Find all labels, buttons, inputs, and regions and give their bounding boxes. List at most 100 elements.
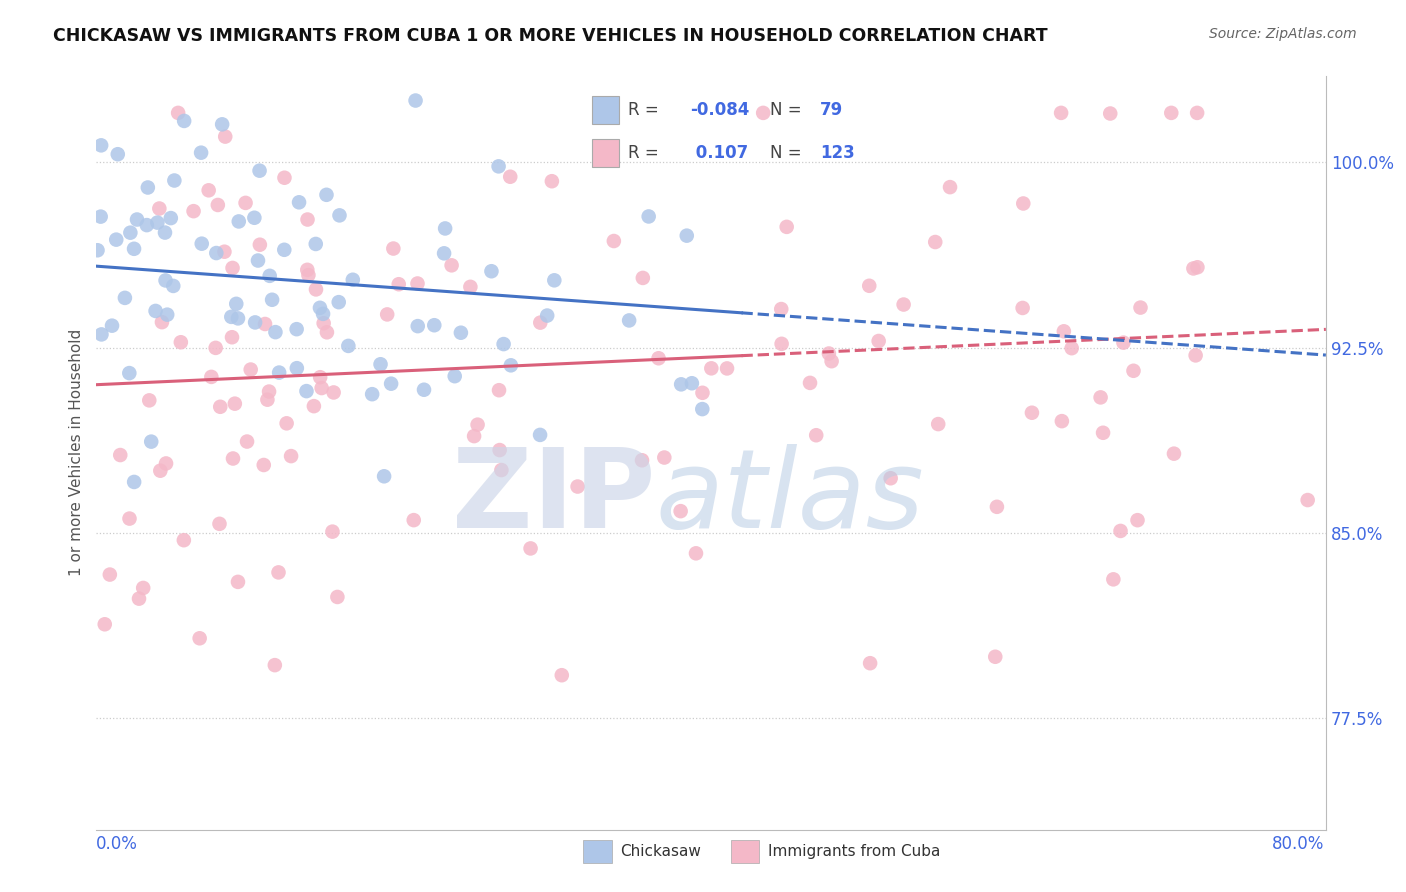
Point xyxy=(90,210,112,224)
Point xyxy=(226,574,249,589)
Point xyxy=(214,129,236,144)
Point xyxy=(269,366,291,380)
Text: -0.084: -0.084 xyxy=(690,101,749,119)
Point xyxy=(141,434,163,449)
Point xyxy=(221,260,243,275)
Text: R =: R = xyxy=(627,101,664,119)
Point xyxy=(1163,447,1185,461)
Text: CHICKASAW VS IMMIGRANTS FROM CUBA 1 OR MORE VEHICLES IN HOUSEHOLD CORRELATION CH: CHICKASAW VS IMMIGRANTS FROM CUBA 1 OR M… xyxy=(53,27,1047,45)
Point xyxy=(236,434,259,449)
Point xyxy=(647,351,669,366)
Point xyxy=(98,567,121,582)
Point xyxy=(197,183,219,197)
Point xyxy=(246,253,269,268)
Point xyxy=(312,307,335,321)
Point xyxy=(541,174,564,188)
Point xyxy=(280,449,302,463)
Point xyxy=(380,376,402,391)
Text: 0.0%: 0.0% xyxy=(96,835,138,853)
Point xyxy=(273,170,295,185)
Point xyxy=(125,212,148,227)
Point xyxy=(939,180,962,194)
Point xyxy=(239,362,262,376)
Point xyxy=(118,511,141,525)
Point xyxy=(799,376,821,390)
Point xyxy=(423,318,446,333)
Point xyxy=(86,244,108,258)
Point xyxy=(1185,106,1208,120)
Point xyxy=(222,451,245,466)
Point xyxy=(1099,106,1122,120)
Point xyxy=(685,546,707,560)
Point xyxy=(110,448,132,462)
Point xyxy=(488,443,510,458)
Point xyxy=(488,160,510,174)
Point xyxy=(328,295,350,310)
Point xyxy=(259,268,281,283)
Text: 79: 79 xyxy=(820,101,844,119)
Point xyxy=(1160,106,1182,120)
Point xyxy=(122,242,145,256)
Point xyxy=(536,309,558,323)
Point xyxy=(927,417,949,431)
Point xyxy=(716,361,738,376)
Point xyxy=(617,313,640,327)
Point xyxy=(406,277,429,291)
Point xyxy=(135,218,157,232)
Point xyxy=(264,325,287,339)
Text: 123: 123 xyxy=(820,145,855,162)
Point xyxy=(463,429,485,443)
Text: N =: N = xyxy=(769,145,807,162)
Point xyxy=(226,311,249,326)
Point xyxy=(499,359,522,373)
Point xyxy=(316,326,339,340)
Point xyxy=(1184,348,1206,362)
Point xyxy=(225,297,247,311)
Point xyxy=(105,233,128,247)
Point xyxy=(155,457,177,471)
Point xyxy=(491,463,513,477)
Point xyxy=(382,242,405,256)
Point xyxy=(529,316,551,330)
Point xyxy=(107,147,129,161)
Point xyxy=(200,370,222,384)
Point xyxy=(90,138,112,153)
Point xyxy=(132,581,155,595)
Point xyxy=(155,273,177,287)
Point xyxy=(879,471,901,485)
Point xyxy=(276,417,298,431)
Point xyxy=(631,453,654,467)
Point xyxy=(440,258,463,272)
Text: 80.0%: 80.0% xyxy=(1272,835,1324,853)
Point xyxy=(235,195,257,210)
Point xyxy=(1187,260,1209,275)
Point xyxy=(460,280,482,294)
Point xyxy=(1060,341,1083,355)
Point xyxy=(567,479,589,493)
Point xyxy=(285,322,308,336)
Point xyxy=(249,237,271,252)
Point xyxy=(361,387,384,401)
Point xyxy=(1053,324,1076,338)
Point xyxy=(637,210,659,224)
Point xyxy=(433,246,456,260)
Point xyxy=(1129,301,1152,315)
Point xyxy=(652,450,675,465)
Point xyxy=(551,668,574,682)
Point xyxy=(253,458,276,472)
Point xyxy=(529,428,551,442)
Point xyxy=(1090,390,1112,404)
Point xyxy=(312,316,335,330)
Point xyxy=(859,656,882,670)
Point xyxy=(820,354,842,368)
Point xyxy=(413,383,436,397)
Point xyxy=(692,402,714,417)
Point xyxy=(146,216,169,230)
Point xyxy=(770,336,793,351)
Text: N =: N = xyxy=(769,101,807,119)
Point xyxy=(249,163,271,178)
Point xyxy=(256,392,278,407)
Point xyxy=(373,469,395,483)
Text: Immigrants from Cuba: Immigrants from Cuba xyxy=(768,845,941,859)
Point xyxy=(136,180,159,194)
